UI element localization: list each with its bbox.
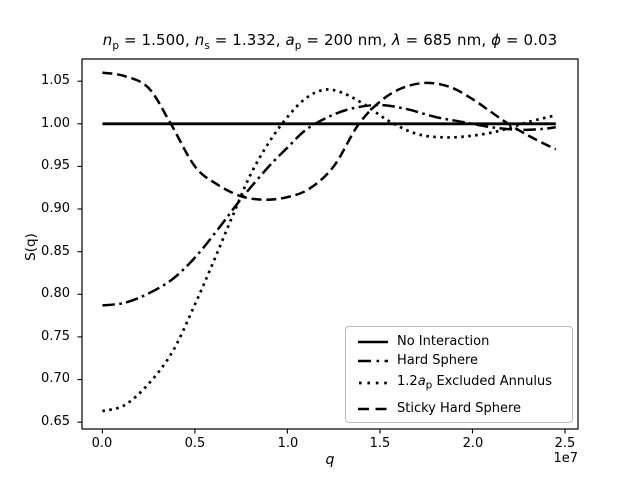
y-tick-label: 1.05	[41, 73, 70, 88]
y-tick-label: 1.00	[41, 116, 70, 131]
legend-line-dotted-sample	[359, 381, 388, 385]
legend-item-hard-sphere: Hard Sphere	[358, 351, 572, 370]
x-tick-label: 0.0	[91, 436, 113, 451]
legend-label: Hard Sphere	[397, 353, 479, 368]
x-tick-label: 2.5	[554, 436, 576, 451]
legend-item-no-interaction: No Interaction	[358, 332, 572, 351]
legend-label: No Interaction	[397, 334, 490, 349]
y-tick-label: 0.90	[41, 201, 70, 216]
y-tick-label: 0.95	[41, 158, 70, 173]
x-axis-offset-label: 1e7	[553, 451, 578, 466]
legend-label: 1.2ap Excluded Annulus	[397, 374, 553, 392]
title-seg: λ = 685 nm,	[391, 31, 492, 49]
legend: No Interaction Hard Sphere 1.2ap Exclude…	[345, 326, 573, 423]
x-tick-label: 1.5	[369, 436, 391, 451]
x-axis-label: q	[325, 452, 335, 468]
legend-line-dashdot-sample	[358, 359, 388, 362]
x-tick-label: 1.0	[277, 436, 299, 451]
legend-item-sticky-hard-sphere: Sticky Hard Sphere	[358, 396, 572, 421]
title-seg: np = 1.500,	[102, 31, 195, 52]
title-seg: ϕ = 0.03	[491, 31, 558, 49]
legend-label: Sticky Hard Sphere	[397, 401, 522, 416]
legend-line-dashed-sample	[358, 407, 388, 410]
plot-spines	[81, 58, 579, 430]
x-tick-label: 0.5	[184, 436, 206, 451]
series-hard-sphere	[102, 103, 556, 307]
title-seg: ns = 1.332,	[194, 31, 286, 52]
y-tick-label: 0.75	[41, 329, 70, 344]
y-axis-label: S(q)	[23, 233, 39, 261]
y-tick-label: 0.70	[41, 371, 70, 386]
title-seg: ap = 200 nm,	[285, 31, 392, 52]
y-tick-label: 0.80	[41, 286, 70, 301]
x-tick-label: 2.0	[462, 436, 484, 451]
legend-item-excluded-annulus: 1.2ap Excluded Annulus	[358, 370, 572, 396]
series-sticky-hard-sphere	[102, 71, 557, 201]
y-tick-label: 0.65	[41, 414, 70, 429]
chart-title: np = 1.500, ns = 1.332, ap = 200 nm, λ =…	[40, 31, 620, 52]
legend-line-solid-sample	[358, 340, 388, 343]
y-tick-label: 0.85	[41, 244, 70, 259]
